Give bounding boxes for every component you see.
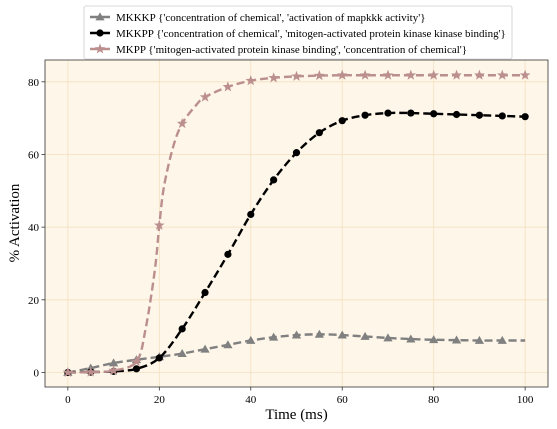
series-2-point	[224, 250, 232, 258]
series-3-point	[222, 81, 234, 92]
series-2-point	[430, 110, 438, 118]
series-1-point	[269, 332, 279, 341]
series-3-point	[336, 69, 348, 80]
series-1	[63, 329, 526, 376]
x-tick-label: 40	[245, 394, 257, 406]
series-3-point	[62, 366, 74, 377]
series-2-point	[384, 109, 392, 117]
series-1-point	[291, 330, 302, 339]
legend-label-series-2: MKKPP {'concentration of chemical', 'mit…	[116, 28, 506, 40]
series-1-point	[451, 335, 462, 344]
series-2-point	[498, 112, 506, 120]
series-3-point	[382, 69, 394, 80]
series-1-point	[223, 340, 233, 349]
legend-marker-series-3	[94, 43, 106, 54]
series-3-point	[428, 69, 440, 80]
series-2-point	[178, 325, 186, 333]
series-1-point	[108, 358, 119, 367]
series-2-point	[521, 113, 529, 121]
x-tick-label: 80	[428, 394, 440, 406]
series-2-point	[132, 365, 141, 373]
series-3-point	[359, 69, 371, 80]
x-tick-label: 60	[337, 394, 349, 406]
legend-marker-series-2	[96, 29, 104, 37]
series-1-point	[177, 348, 187, 357]
series-3-point	[519, 69, 531, 80]
series-1-point	[497, 335, 507, 344]
series-1-point	[360, 331, 370, 340]
legend-box	[83, 5, 513, 60]
y-tick-label: 80	[28, 77, 40, 89]
series-3-point	[199, 91, 211, 102]
x-tick-label: 0	[65, 394, 71, 406]
plot-frame	[44, 59, 549, 388]
series-2-point	[361, 111, 369, 119]
series-2-point	[315, 129, 323, 137]
series-1-point	[246, 335, 256, 344]
series-1-point	[200, 344, 210, 353]
series-2-point	[155, 354, 163, 362]
series-2-point	[247, 210, 255, 219]
y-tick-label: 0	[34, 367, 40, 379]
y-axis-title: % Activation	[7, 183, 23, 262]
x-tick-label: 100	[517, 394, 534, 406]
series-3-point	[474, 69, 485, 80]
series-1-point	[383, 333, 393, 342]
legend-label-series-1: MKKKP {'concentration of chemical', 'act…	[116, 12, 426, 24]
series-3-point	[85, 366, 97, 377]
series-1-point	[337, 330, 347, 339]
series-3-point	[108, 365, 119, 376]
legend-marker-series-1	[95, 12, 105, 21]
series-1-point	[429, 335, 439, 344]
series-3-point	[153, 219, 165, 230]
series-1-point	[314, 329, 324, 338]
legend-label-series-3: MKPP {'mitogen-activated protein kinase …	[116, 44, 467, 56]
series-2-point	[407, 109, 415, 117]
series-3-point	[268, 72, 279, 83]
series-2-point	[201, 288, 209, 297]
series-3-point	[291, 70, 302, 81]
axis-ticks: 0 20 40 60 80 100 0 20 40 60 80	[28, 77, 534, 406]
series-2-point	[338, 117, 346, 125]
series-1-point	[406, 334, 416, 343]
x-axis-title: Time (ms)	[265, 407, 327, 423]
series-3-point	[451, 69, 462, 80]
legend-markers	[90, 12, 110, 54]
series-3	[62, 69, 531, 377]
series-3-point	[314, 70, 325, 81]
series-2-point	[292, 149, 301, 157]
series-1-point	[474, 335, 485, 344]
series-3-point	[131, 355, 142, 367]
series-2-point	[452, 110, 461, 119]
series-2-point	[475, 111, 484, 119]
series-3-point	[405, 69, 417, 80]
series-3-point	[496, 69, 508, 80]
series-layer	[62, 69, 531, 377]
y-tick-label: 60	[28, 149, 40, 161]
series-3-point	[176, 117, 188, 129]
x-tick-label: 20	[154, 394, 166, 406]
y-tick-label: 20	[28, 295, 40, 307]
y-tick-label: 40	[28, 222, 40, 234]
series-2-point	[270, 176, 278, 184]
series-3-point	[245, 75, 257, 86]
legend: MKKKP {'concentration of chemical', 'act…	[83, 5, 513, 60]
